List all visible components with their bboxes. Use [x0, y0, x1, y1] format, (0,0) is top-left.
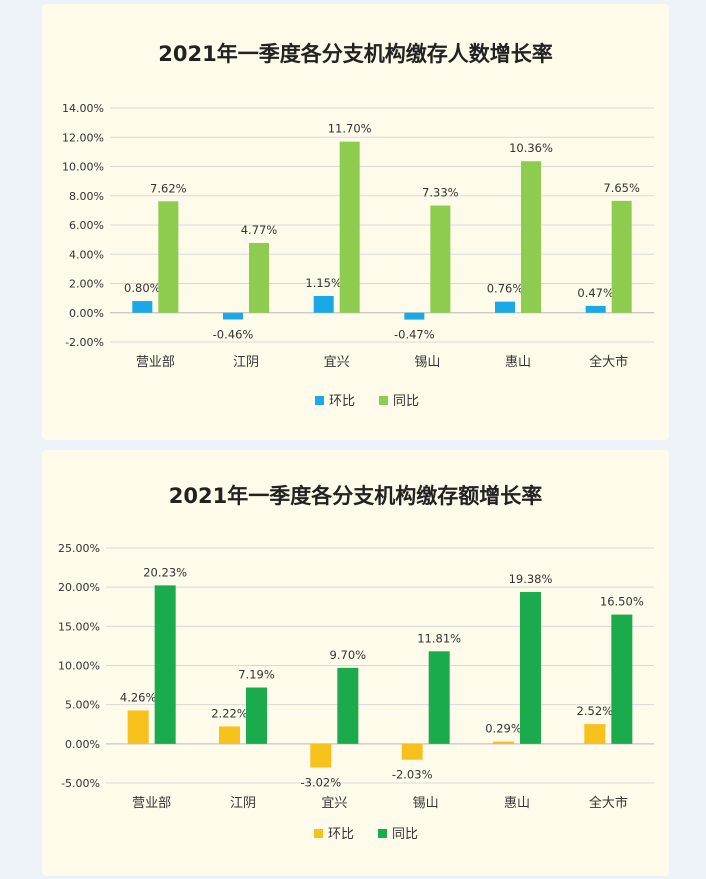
bar-tongbi — [521, 161, 541, 313]
y-tick-label: 8.00% — [69, 190, 104, 203]
data-label: 2.22% — [211, 706, 248, 720]
bar-tongbi — [337, 667, 359, 744]
bar-tongbi — [158, 201, 179, 313]
y-tick-label: 25.00% — [58, 542, 100, 555]
bar-chart-amount: -5.00% 0.00% 5.00% 10.00% 15.00% 20.00% 25.00%… — [58, 542, 654, 842]
y-tick-label: 6.00% — [69, 219, 104, 232]
y-tick-label: 5.00% — [65, 699, 100, 712]
x-tick-label: 宜兴 — [324, 355, 350, 370]
y-tick-label: 2.00% — [69, 278, 104, 291]
chart-panel-2: 2021年一季度各分支机构缴存额增长率 -5.00% 0.00% 5.00% 10.0… — [42, 450, 669, 876]
x-tick-label: 江阴 — [230, 796, 256, 811]
y-tick-label: -2.00% — [65, 336, 104, 349]
bar-chart-headcount: -2.00% 0.00% 2.00% 4.00% 6.00% 8.00% 10.00% 12.… — [62, 102, 654, 409]
data-label: 11.81% — [417, 631, 461, 645]
legend-swatch — [314, 829, 323, 838]
y-tick-label: 20.00% — [58, 581, 100, 594]
data-label: 7.65% — [603, 181, 640, 195]
x-tick-label: 全大市 — [589, 354, 628, 370]
legend-label: 同比 — [393, 394, 419, 409]
y-tick-label: -5.00% — [61, 777, 100, 790]
legend-label: 环比 — [329, 394, 355, 409]
data-label: 4.26% — [120, 690, 157, 704]
bar-huanbi — [401, 743, 423, 760]
bar-tongbi — [246, 687, 267, 744]
data-label: 4.77% — [241, 223, 278, 237]
chart-panel-1: 2021年一季度各分支机构缴存人数增长率 -2.00% 0.00% 2.00% 4.0… — [42, 4, 669, 440]
data-label: 0.29% — [485, 722, 522, 736]
data-label: 7.33% — [422, 186, 459, 200]
bar-tongbi — [611, 614, 633, 744]
data-label: -0.46% — [213, 327, 254, 341]
y-tick-label: 0.00% — [69, 307, 104, 320]
bar-huanbi — [404, 312, 425, 320]
bar-huanbi — [313, 295, 334, 313]
chart-title: 2021年一季度各分支机构缴存人数增长率 — [158, 42, 553, 66]
data-label: 11.70% — [328, 122, 372, 136]
bar-huanbi — [219, 726, 240, 744]
data-label: 2.52% — [577, 704, 614, 718]
bar-tongbi — [249, 242, 269, 313]
data-label: 20.23% — [143, 565, 187, 579]
x-tick-label: 宜兴 — [321, 796, 347, 811]
y-tick-label: 14.00% — [62, 102, 104, 115]
bar-huanbi — [223, 312, 243, 320]
data-label: 1.15% — [305, 276, 342, 290]
bar-huanbi — [127, 710, 149, 744]
data-label: 0.80% — [124, 281, 161, 295]
data-label: 0.76% — [487, 282, 524, 296]
legend-label: 环比 — [328, 827, 354, 842]
y-tick-label: 4.00% — [69, 248, 104, 261]
x-tick-label: 全大市 — [589, 795, 628, 811]
bar-huanbi — [585, 305, 606, 313]
data-label: -3.02% — [300, 775, 341, 789]
x-tick-label: 惠山 — [505, 355, 531, 370]
y-tick-label: 12.00% — [62, 131, 104, 144]
bar-tongbi — [430, 205, 451, 313]
data-label: 10.36% — [509, 141, 553, 155]
legend-swatch — [378, 829, 387, 838]
bar-tongbi — [611, 200, 632, 313]
y-tick-label: 15.00% — [58, 620, 100, 633]
legend-label: 同比 — [392, 827, 418, 842]
chart-title: 2021年一季度各分支机构缴存额增长率 — [168, 484, 543, 508]
legend-swatch — [379, 396, 388, 405]
y-tick-label: 10.00% — [58, 660, 100, 673]
bar-tongbi — [520, 592, 541, 744]
data-label: -0.47% — [394, 328, 435, 342]
y-tick-label: 10.00% — [62, 161, 104, 174]
y-tick-label: 0.00% — [65, 738, 100, 751]
data-label: 16.50% — [600, 595, 644, 609]
x-tick-label: 锡山 — [413, 796, 439, 811]
bar-tongbi — [154, 585, 176, 744]
x-tick-label: 营业部 — [132, 796, 171, 811]
data-label: 0.47% — [577, 286, 614, 300]
x-tick-label: 营业部 — [136, 355, 175, 370]
x-tick-label: 惠山 — [504, 796, 530, 811]
x-tick-label: 锡山 — [414, 355, 440, 370]
bar-huanbi — [495, 301, 515, 313]
x-tick-label: 江阴 — [233, 355, 259, 370]
bar-tongbi — [339, 141, 360, 313]
bar-huanbi — [310, 743, 332, 768]
data-label: 19.38% — [509, 572, 553, 586]
bar-tongbi — [428, 651, 450, 744]
bar-huanbi — [132, 301, 153, 313]
bar-huanbi — [584, 724, 606, 744]
data-label: -2.03% — [392, 768, 433, 782]
data-label: 7.62% — [150, 181, 187, 195]
data-label: 7.19% — [238, 668, 275, 682]
legend-swatch — [315, 396, 324, 405]
bar-huanbi — [493, 741, 514, 744]
data-label: 9.70% — [330, 648, 367, 662]
